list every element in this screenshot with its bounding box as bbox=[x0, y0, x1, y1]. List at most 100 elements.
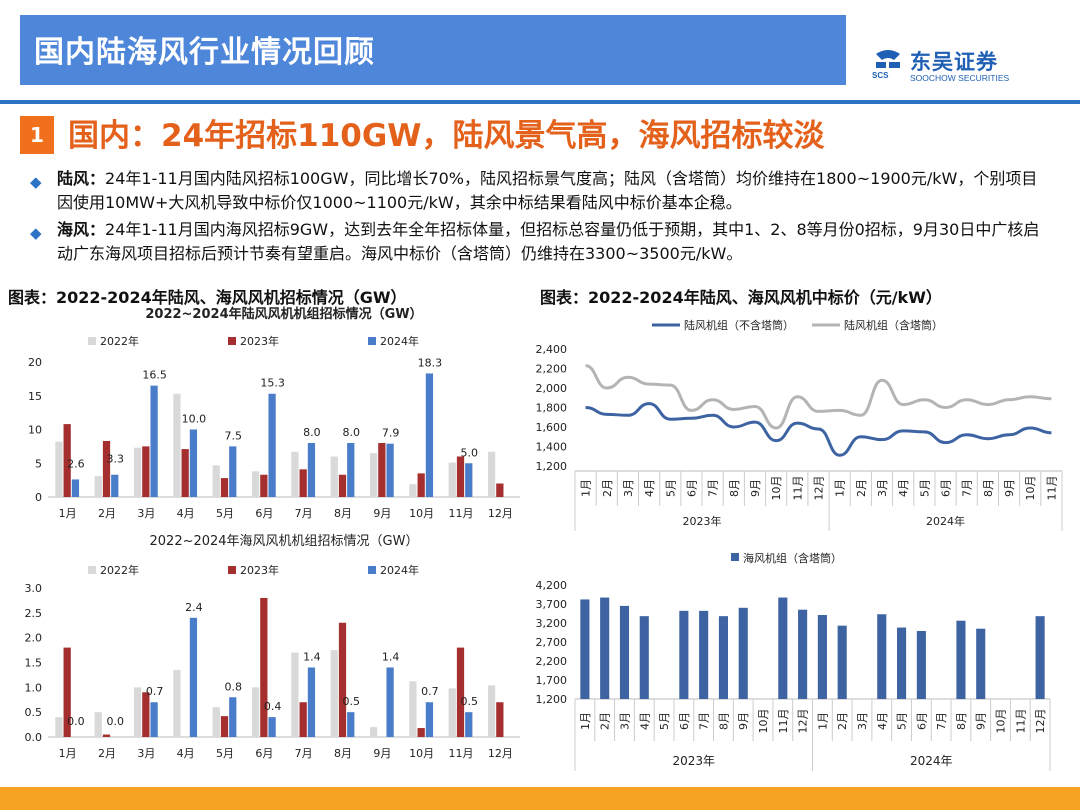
charts-canvas: 2022~2024年陆风风机机组招标情况（GW） 2022年 2023年 2024年 0… bbox=[25, 306, 1063, 771]
x-tick-label: 5月 bbox=[216, 507, 234, 520]
x-tick-label: 11月 bbox=[449, 507, 474, 520]
bar-2024年 bbox=[150, 702, 158, 737]
y-tick-label: 20 bbox=[28, 356, 42, 369]
x-tick-label: 3月 bbox=[622, 479, 635, 497]
x-tick-label: 4月 bbox=[643, 479, 656, 497]
bar-2022年 bbox=[133, 687, 142, 737]
bullet-body: 24年1-11月国内陆风招标100GW，同比增长70%，陆风招标景气度高；陆风（… bbox=[57, 169, 1038, 212]
bar-2024年 bbox=[229, 697, 237, 737]
series-line-1 bbox=[585, 364, 1052, 430]
bar bbox=[1035, 616, 1045, 699]
bar-2022年 bbox=[291, 451, 299, 497]
bar-2023年 bbox=[496, 483, 504, 497]
bar-2022年 bbox=[212, 707, 220, 737]
bar-2023年 bbox=[220, 716, 229, 737]
bar bbox=[798, 609, 808, 699]
data-label: 8.0 bbox=[303, 426, 321, 439]
x-tick-label: 2月 bbox=[599, 712, 612, 730]
bar bbox=[639, 616, 649, 699]
legend-label: 2023年 bbox=[240, 334, 279, 348]
legend-label: 2023年 bbox=[240, 563, 279, 577]
y-tick-label: 1.0 bbox=[25, 681, 43, 694]
y-tick-label: 3,200 bbox=[536, 617, 568, 630]
page-title: 国内陆海风行业情况回顾 bbox=[34, 35, 375, 70]
data-label: 2.4 bbox=[185, 601, 203, 614]
legend-swatch bbox=[228, 566, 236, 574]
legend-label: 2022年 bbox=[100, 563, 139, 577]
bar-2024年 bbox=[111, 474, 119, 497]
x-tick-label: 9月 bbox=[737, 712, 750, 730]
x-tick-label: 11月 bbox=[1045, 476, 1058, 501]
legend-swatch bbox=[88, 337, 96, 345]
data-label: 15.3 bbox=[260, 377, 285, 390]
x-tick-label: 7月 bbox=[961, 479, 974, 497]
y-tick-label: 2,700 bbox=[536, 636, 568, 649]
y-tick-label: 2,400 bbox=[536, 343, 568, 356]
bar bbox=[877, 614, 887, 699]
x-tick-label: 11月 bbox=[449, 747, 474, 760]
y-tick-label: 2,200 bbox=[536, 655, 568, 668]
bar bbox=[600, 597, 610, 699]
bar-2023年 bbox=[417, 473, 425, 497]
bar-2022年 bbox=[173, 393, 181, 497]
figure-title-left: 图表：2022-2024年陆风、海风风机招标情况（GW） bbox=[8, 288, 407, 307]
bar-2022年 bbox=[94, 476, 102, 497]
chart-title: 2022~2024年海风风机机组招标情况（GW） bbox=[150, 534, 419, 549]
data-label: 7.5 bbox=[225, 429, 243, 442]
bullet-onshore: ◆ 陆风：24年1-11月国内陆风招标100GW，同比增长70%，陆风招标景气度… bbox=[30, 167, 1050, 215]
legend-label: 2024年 bbox=[380, 334, 419, 348]
bar-2022年 bbox=[487, 685, 496, 737]
x-tick-label: 10月 bbox=[757, 709, 770, 734]
legend-label: 2024年 bbox=[380, 563, 419, 577]
y-tick-label: 0 bbox=[35, 491, 42, 504]
x-tick-label: 8月 bbox=[982, 479, 995, 497]
x-tick-label: 1月 bbox=[580, 479, 593, 497]
x-tick-label: 12月 bbox=[488, 747, 513, 760]
x-tick-label: 12月 bbox=[813, 476, 826, 501]
x-tick-label: 4月 bbox=[876, 712, 889, 730]
bar bbox=[837, 625, 847, 699]
logo-mark-text: SCS bbox=[872, 71, 889, 80]
x-tick-label: 12月 bbox=[797, 709, 810, 734]
bar-2023年 bbox=[102, 440, 111, 497]
bar-2023年 bbox=[181, 449, 189, 497]
y-tick-label: 2,200 bbox=[536, 363, 568, 376]
x-group-label: 2024年 bbox=[926, 514, 965, 528]
bar-2023年 bbox=[417, 728, 425, 737]
bar-2024年 bbox=[150, 385, 158, 497]
bullet-text: 海风：24年1-11月国内海风招标9GW，达到去年全年招标体量，但招标总容量仍低… bbox=[57, 218, 1050, 266]
logo: SCS 东吴证券 SOOCHOW SECURITIES bbox=[872, 46, 1032, 90]
x-tick-label: 3月 bbox=[876, 479, 889, 497]
bar-2024年 bbox=[425, 373, 434, 497]
y-tick-label: 10 bbox=[28, 424, 42, 437]
y-tick-label: 1,200 bbox=[536, 460, 568, 473]
bar bbox=[897, 627, 907, 699]
bar-2022年 bbox=[212, 465, 220, 497]
data-label: 8.0 bbox=[343, 426, 361, 439]
x-tick-label: 6月 bbox=[685, 479, 698, 497]
bar-2023年 bbox=[299, 469, 307, 497]
bar-2022年 bbox=[55, 441, 63, 497]
x-tick-label: 9月 bbox=[749, 479, 762, 497]
y-tick-label: 0.0 bbox=[25, 731, 43, 744]
x-tick-label: 5月 bbox=[664, 479, 677, 497]
bar-2023年 bbox=[142, 692, 150, 737]
x-tick-label: 11月 bbox=[791, 476, 804, 501]
bullet-body: 24年1-11月国内海风招标9GW，达到去年全年招标体量，但招标总容量仍低于预期… bbox=[57, 220, 1040, 263]
bar-2024年 bbox=[425, 702, 434, 737]
figure-title-right: 图表：2022-2024年陆风、海风风机中标价（元/kW） bbox=[540, 288, 942, 307]
y-tick-label: 1,700 bbox=[536, 674, 568, 687]
x-tick-label: 12月 bbox=[488, 507, 513, 520]
x-tick-label: 6月 bbox=[940, 479, 953, 497]
y-tick-label: 3,700 bbox=[536, 598, 568, 611]
x-tick-label: 3月 bbox=[618, 712, 631, 730]
x-tick-label: 1月 bbox=[59, 747, 77, 760]
legend-swatch bbox=[368, 337, 376, 345]
x-tick-label: 2月 bbox=[836, 712, 849, 730]
section-number: 1 bbox=[20, 116, 54, 154]
y-tick-label: 1,800 bbox=[536, 402, 568, 415]
bar bbox=[817, 615, 827, 699]
y-tick-label: 4,200 bbox=[536, 579, 568, 592]
x-tick-label: 3月 bbox=[137, 747, 155, 760]
bar-2024年 bbox=[189, 617, 198, 737]
